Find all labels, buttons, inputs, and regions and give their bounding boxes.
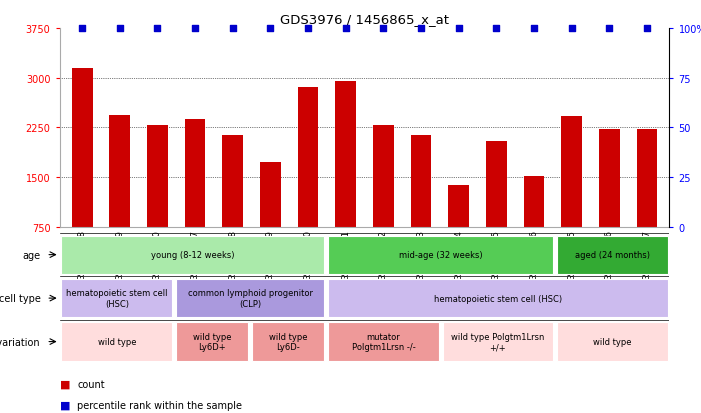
Title: GDS3976 / 1456865_x_at: GDS3976 / 1456865_x_at	[280, 13, 449, 26]
Text: percentile rank within the sample: percentile rank within the sample	[77, 400, 242, 410]
Point	[641, 26, 653, 32]
Point	[189, 26, 200, 32]
Bar	[222, 136, 243, 227]
Point	[491, 26, 502, 32]
Text: age: age	[22, 250, 41, 260]
Text: aged (24 months): aged (24 months)	[575, 251, 650, 259]
Point	[76, 26, 88, 32]
Bar	[62, 236, 325, 274]
Bar	[72, 69, 93, 227]
Text: count: count	[77, 379, 104, 389]
Point	[378, 26, 389, 32]
Point	[453, 26, 464, 32]
Bar	[328, 279, 667, 318]
Bar	[298, 88, 318, 227]
Bar	[411, 136, 431, 227]
Text: genotype/variation: genotype/variation	[0, 337, 41, 347]
Text: wild type Polgtm1Lrsn
+/+: wild type Polgtm1Lrsn +/+	[451, 332, 545, 351]
Bar	[557, 236, 667, 274]
Bar	[62, 323, 172, 361]
Text: common lymphoid progenitor
(CLP): common lymphoid progenitor (CLP)	[188, 289, 313, 308]
Bar	[147, 126, 168, 227]
Text: wild type
Ly6D-: wild type Ly6D-	[269, 332, 308, 351]
Point	[265, 26, 276, 32]
Text: hematopoietic stem cell (HSC): hematopoietic stem cell (HSC)	[434, 294, 562, 303]
Text: cell type: cell type	[0, 293, 41, 304]
Bar	[176, 323, 248, 361]
Bar	[557, 323, 667, 361]
Point	[302, 26, 313, 32]
Text: young (8-12 weeks): young (8-12 weeks)	[151, 251, 235, 259]
Bar	[109, 116, 130, 227]
Bar	[373, 126, 394, 227]
Bar	[62, 279, 172, 318]
Bar	[637, 130, 658, 227]
Text: wild type
Ly6D+: wild type Ly6D+	[193, 332, 231, 351]
Bar	[599, 129, 620, 227]
Bar	[328, 236, 553, 274]
Bar	[176, 279, 325, 318]
Bar	[252, 323, 325, 361]
Bar	[486, 142, 507, 227]
Point	[152, 26, 163, 32]
Bar	[260, 163, 281, 227]
Point	[604, 26, 615, 32]
Bar	[524, 176, 544, 227]
Point	[340, 26, 351, 32]
Point	[529, 26, 540, 32]
Point	[416, 26, 427, 32]
Text: ■: ■	[60, 400, 70, 410]
Point	[114, 26, 125, 32]
Bar	[442, 323, 553, 361]
Bar	[185, 119, 205, 227]
Bar	[562, 117, 582, 227]
Point	[566, 26, 577, 32]
Text: mutator
Polgtm1Lrsn -/-: mutator Polgtm1Lrsn -/-	[352, 332, 416, 351]
Text: wild type: wild type	[593, 337, 632, 346]
Bar	[448, 185, 469, 227]
Text: ■: ■	[60, 379, 70, 389]
Bar	[328, 323, 439, 361]
Text: mid-age (32 weeks): mid-age (32 weeks)	[399, 251, 482, 259]
Text: wild type: wild type	[97, 337, 136, 346]
Text: hematopoietic stem cell
(HSC): hematopoietic stem cell (HSC)	[66, 289, 168, 308]
Bar	[335, 82, 356, 227]
Point	[227, 26, 238, 32]
